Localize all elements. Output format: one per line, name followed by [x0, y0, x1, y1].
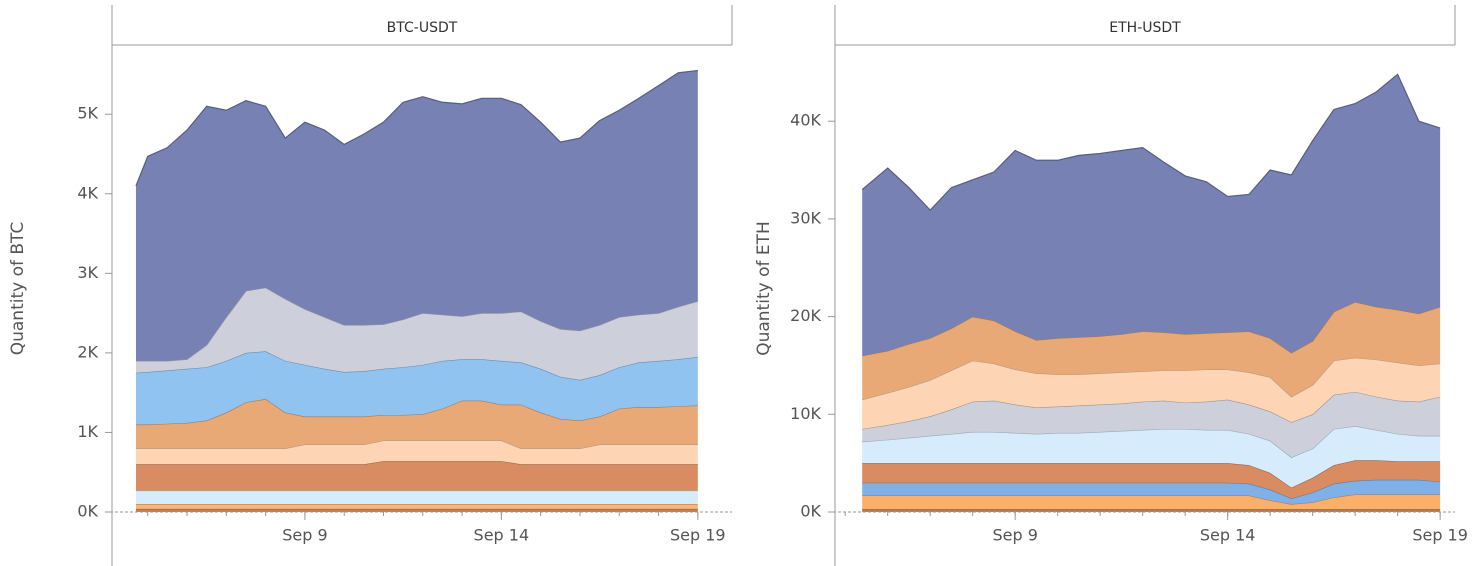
area [135, 461, 698, 491]
x-tick-label: Sep 19 [670, 526, 726, 545]
area [862, 494, 1441, 510]
y-tick-label: 20K [790, 306, 821, 325]
area [862, 74, 1441, 356]
y-tick-label: 5K [77, 104, 98, 123]
y-tick-label: 0K [800, 502, 821, 521]
y-axis-label: Quantity of ETH [754, 221, 774, 356]
area [135, 440, 698, 465]
area-edge [135, 69, 698, 187]
x-tick-label: Sep 9 [992, 526, 1037, 545]
y-tick-label: 4K [77, 183, 98, 202]
panel: ETH-USDT Quantity of ETH 0K 10K 20K 30K 40K Sep… [754, 5, 1468, 566]
y-tick-label: 3K [77, 263, 98, 282]
area [862, 357, 1441, 429]
area [135, 508, 698, 512]
area [135, 70, 698, 361]
panel-title: BTC-USDT [387, 20, 458, 36]
area-edge [862, 357, 1441, 401]
area [135, 504, 698, 509]
x-tick-label: Sep 9 [282, 526, 327, 545]
y-tick-label: 2K [77, 342, 98, 361]
area [862, 391, 1441, 458]
area-edge [861, 73, 1441, 211]
x-tick-label: Sep 19 [1412, 526, 1468, 545]
panel-title: ETH-USDT [1109, 20, 1181, 36]
y-tick-label: 10K [790, 404, 821, 423]
area [862, 509, 1441, 512]
area-edge [862, 459, 1441, 489]
x-tick-label: Sep 14 [1200, 526, 1256, 545]
area [862, 460, 1441, 499]
area [862, 426, 1441, 488]
area [135, 399, 698, 449]
y-axis-label: Quantity of BTC [8, 222, 28, 356]
area [135, 287, 698, 380]
y-tick-label: 1K [77, 422, 98, 441]
y-tick-label: 30K [790, 208, 821, 227]
y-tick-label: 40K [790, 111, 821, 130]
area [135, 490, 698, 505]
area [862, 301, 1441, 400]
y-tick-label: 0K [77, 502, 98, 521]
x-tick-label: Sep 14 [474, 526, 530, 545]
area [135, 351, 698, 425]
panel: BTC-USDT Quantity of BTC 0K 1K 2K 3K 4K 5K Sep 9… [8, 5, 733, 566]
area [862, 479, 1441, 505]
